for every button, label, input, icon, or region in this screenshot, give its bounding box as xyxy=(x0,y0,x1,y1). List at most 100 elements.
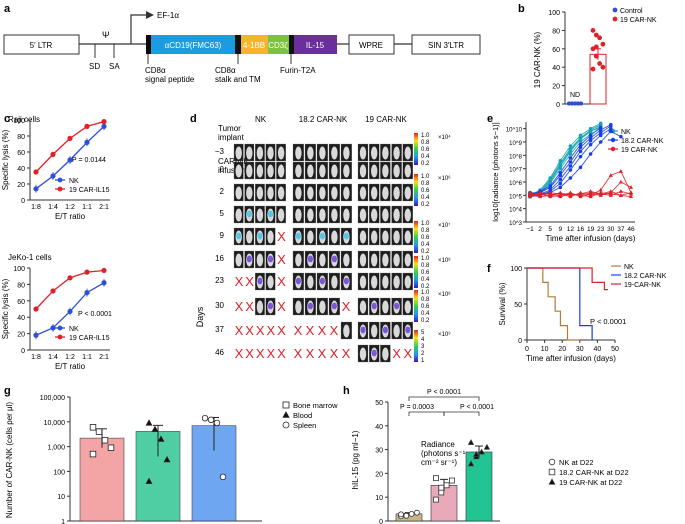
d-bioluminescence-signal xyxy=(371,302,377,310)
d-mouse-body xyxy=(404,146,411,160)
c-legend-label: 19 CAR-IL15 xyxy=(69,335,110,342)
e-x-tick-label: 19 xyxy=(587,226,595,233)
ltr3-box xyxy=(411,34,481,55)
panel-a: a 5′ LTR Ψ SD SA EF-1α αCD19(FMC63) 4-1B… xyxy=(3,3,481,84)
c-title: Raji cells xyxy=(8,115,40,124)
e-mouse-point xyxy=(619,134,623,139)
e-mouse-point xyxy=(578,149,583,154)
f-x-tick-label: 10 xyxy=(541,346,549,353)
d-mouse-body xyxy=(382,347,389,361)
d-mouse-body xyxy=(371,324,378,338)
e-y-tick-label: 10^9 xyxy=(509,141,522,147)
h-point xyxy=(443,482,450,489)
f-survival-curve xyxy=(527,267,580,341)
g-legend-marker xyxy=(282,401,290,409)
c-y-tick-label: 80 xyxy=(17,282,25,289)
d-mouse-body xyxy=(256,186,264,200)
cd19-scfv-box xyxy=(151,35,235,54)
d-mouse-body xyxy=(256,146,264,160)
d-bioluminescence-signal xyxy=(319,277,325,285)
d-colorbar-value: 0.4 xyxy=(421,311,430,317)
e-x-tick-label: 5 xyxy=(548,226,552,233)
h-y-tick-label: 50 xyxy=(375,400,383,407)
d-mouse-body xyxy=(331,230,338,244)
b-legend-control: Control xyxy=(620,8,643,15)
d-dead-mouse-mark: X xyxy=(277,323,286,338)
g-point xyxy=(151,425,159,432)
e-mouse-point xyxy=(618,193,623,197)
d-mouse-body xyxy=(371,253,378,267)
e-mouse-point xyxy=(558,177,563,182)
e-mouse-point xyxy=(548,178,552,183)
c-y-tick-label: 20 xyxy=(17,332,25,339)
h-point xyxy=(473,451,480,457)
f-y-tick-label: 50 xyxy=(514,302,522,309)
d-colorbar-value: 0.2 xyxy=(421,284,430,290)
e-mouse-point xyxy=(588,152,593,156)
d-colorbar-value: 0.6 xyxy=(421,147,430,153)
d-bioluminescence-signal xyxy=(295,277,301,285)
cd19-label: αCD19(FMC63) xyxy=(165,41,222,50)
c-y-tick-label: 80 xyxy=(17,134,25,141)
d-dead-mouse-mark: X xyxy=(266,323,275,338)
d-mouse-body xyxy=(382,300,389,314)
c-x-tick-label: 1:2 xyxy=(65,204,75,211)
g-point xyxy=(145,419,153,426)
d-mouse-body xyxy=(359,300,367,314)
b-y-tick-label: 100 xyxy=(548,10,560,17)
car-label-2: infusion xyxy=(218,166,246,175)
e-y-tick-label: 10^10 xyxy=(506,128,523,134)
d-colorbar-value: 0.6 xyxy=(421,235,430,241)
e-mouse-line xyxy=(529,122,601,196)
e-y-tick-label: 10^7 xyxy=(509,168,522,174)
d-mouse-body xyxy=(393,275,400,289)
d-dead-mouse-mark: X xyxy=(235,323,244,338)
d-mouse-body xyxy=(404,208,411,222)
e-mouse-point xyxy=(568,152,573,156)
d-mouse-body xyxy=(393,164,400,178)
g-point xyxy=(89,450,97,458)
d-colorbar-value: 1.0 xyxy=(421,133,430,139)
e-mouse-point xyxy=(558,158,563,163)
panel-label-c: c xyxy=(4,113,10,125)
d-row-label: 16 xyxy=(215,254,224,263)
d-mouse-body xyxy=(246,186,253,200)
e-mouse-point xyxy=(538,194,543,199)
d-colorbar-value: 0.8 xyxy=(421,297,430,303)
d-mouse-body xyxy=(404,300,411,314)
d-mouse-body xyxy=(404,164,411,178)
d-mouse-body xyxy=(246,146,253,160)
d-bioluminescence-signal xyxy=(382,326,388,334)
e-mouse-point xyxy=(578,165,583,170)
e-mouse-point xyxy=(568,144,573,148)
sd-label: SD xyxy=(89,62,100,71)
d-mouse-body xyxy=(359,253,367,267)
panel-label-d: d xyxy=(190,113,197,125)
panel-h: h 0 10 20 30 40 50 hIL-15 (pg ml−1) NK at D2218… xyxy=(343,385,629,524)
tumor-label-1: Tumor xyxy=(218,124,241,133)
d-colorbar-value: 0.4 xyxy=(421,277,430,283)
c-legend-label: 19 CAR-IL15 xyxy=(69,187,110,194)
d-mouse-body xyxy=(267,164,274,178)
h-annotation-2: P < 0.0001 xyxy=(460,404,494,411)
c-y-tick-label: 40 xyxy=(17,315,25,322)
c-series-point xyxy=(84,123,90,130)
d-mouse-body xyxy=(404,186,411,200)
c-legend-marker xyxy=(57,177,63,183)
promoter-label: EF-1α xyxy=(157,11,179,20)
cd3z-label: CD3ζ xyxy=(268,41,288,50)
h-point xyxy=(408,510,415,517)
d-mouse-body xyxy=(319,164,326,178)
h-point xyxy=(438,489,445,496)
c-legend-marker xyxy=(57,325,63,331)
d-mouse-body xyxy=(382,208,389,222)
d-mouse-body xyxy=(371,208,378,222)
h-y-tick-label: 30 xyxy=(375,448,383,455)
d-bioluminescence-signal xyxy=(267,210,274,218)
d-colorbar-value: 2 xyxy=(421,351,425,357)
signal-peptide-box xyxy=(146,35,151,54)
d-dead-mouse-mark: X xyxy=(245,346,254,361)
d-mouse-body xyxy=(256,300,264,314)
d-colorbar-value: 0.4 xyxy=(421,154,430,160)
d-mouse-body xyxy=(343,324,350,338)
